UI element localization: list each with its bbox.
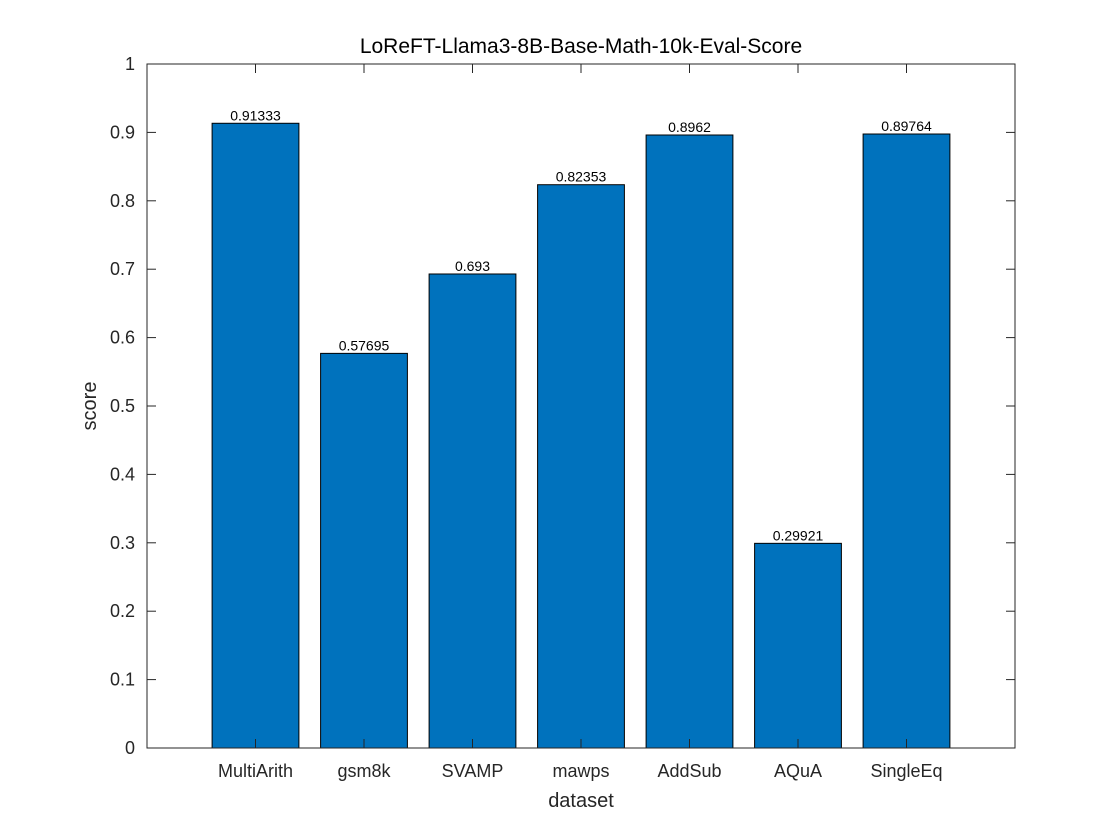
y-tick-label: 0.3 [110,533,135,553]
x-tick-label-aqua: AQuA [774,761,822,781]
x-tick-label-addsub: AddSub [657,761,721,781]
value-labels-group: 0.91333 0.57695 0.693 0.82353 0.8962 0.29921 0… [230,107,932,543]
bar-mawps [537,184,625,749]
x-tick-label-singleeq: SingleEq [870,761,942,781]
y-tick-label: 1 [125,54,135,74]
bar-addsub [645,134,734,749]
y-tick-label: 0.9 [110,122,135,142]
y-axis-label: score [79,382,101,431]
bar-aqua [754,542,842,749]
value-label-aqua: 0.29921 [773,527,824,543]
chart-title: LoReFT-Llama3-8B-Base-Math-10k-Eval-Scor… [360,35,802,58]
value-label-svamp: 0.693 [455,258,490,274]
value-label-multiarith: 0.91333 [230,107,281,123]
y-tick-label: 0 [125,738,135,758]
x-tick-label-svamp: SVAMP [442,761,504,781]
bar-singleeq [862,133,951,749]
x-axis-label: dataset [548,790,614,812]
bar-multiarith [211,122,300,749]
y-tick-label: 0.5 [110,396,135,416]
bar-svamp [428,273,517,749]
value-label-addsub: 0.8962 [668,119,711,135]
y-tick-label: 0.1 [110,670,135,690]
x-tick-label-multiarith: MultiArith [218,761,293,781]
y-ticks-group: 0 0.1 0.2 0.3 0.4 0.5 0.6 0.7 0.8 0.9 1 [110,54,1015,758]
y-tick-label: 0.7 [110,259,135,279]
bar-gsm8k [320,352,408,749]
y-tick-label: 0.6 [110,328,135,348]
y-tick-label: 0.4 [110,464,135,484]
x-tick-label-mawps: mawps [552,761,609,781]
value-label-singleeq: 0.89764 [881,118,932,134]
x-tick-label-gsm8k: gsm8k [337,761,391,781]
x-ticks-group: MultiArith gsm8k SVAMP mawps AddSub AQuA Singl… [218,64,943,781]
y-tick-label: 0.2 [110,601,135,621]
value-label-gsm8k: 0.57695 [339,337,390,353]
bars-group [211,122,951,749]
y-tick-label: 0.8 [110,191,135,211]
value-label-mawps: 0.82353 [556,169,607,185]
